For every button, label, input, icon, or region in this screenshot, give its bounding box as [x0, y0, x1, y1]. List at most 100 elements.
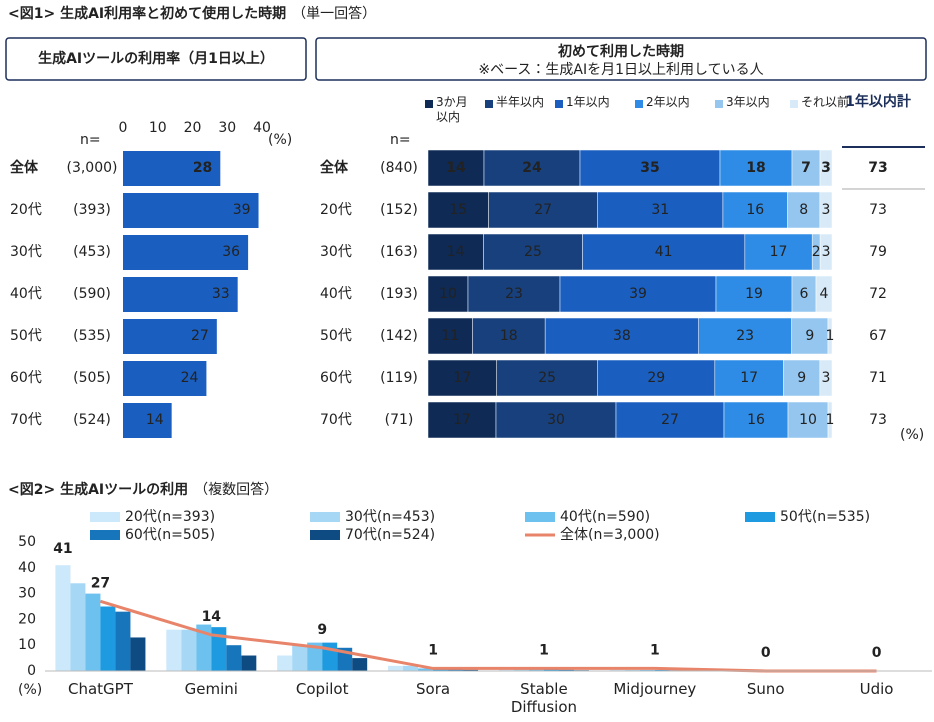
- category-label: 20代: [320, 202, 352, 218]
- legend-swatch: [485, 100, 493, 108]
- bar-value-label: 14: [146, 412, 164, 428]
- segment-label: 14: [446, 160, 466, 176]
- x-tick-label: 30: [218, 120, 236, 136]
- legend-label: それ以前: [801, 95, 850, 109]
- bar: [123, 403, 172, 438]
- bar-segment: [427, 233, 484, 271]
- bar-segment: [723, 401, 789, 439]
- bar-segment: [819, 191, 833, 229]
- n-label: (152): [380, 202, 418, 218]
- n-label: (163): [380, 244, 418, 260]
- category-label: 70代: [320, 412, 352, 428]
- total-value: 73: [869, 412, 887, 428]
- x-tick-label: 0: [119, 120, 128, 136]
- segment-label: 18: [500, 328, 518, 344]
- bar: [403, 665, 419, 671]
- category-label: 全体: [320, 159, 349, 176]
- segment-label: 24: [522, 160, 542, 176]
- category-label: 70代: [10, 412, 42, 428]
- n-label: (393): [73, 202, 111, 218]
- total-header-box: 1年以内計: [845, 94, 911, 110]
- bar: [115, 611, 131, 671]
- x-tick-label: Copilot: [295, 680, 349, 698]
- bar-segment: [791, 149, 821, 187]
- x-tick-label: Suno: [746, 680, 785, 698]
- segment-label: 41: [655, 244, 673, 260]
- segment-label: 9: [797, 370, 806, 386]
- segment-label: 27: [661, 412, 679, 428]
- segment-label: 17: [740, 370, 758, 386]
- figure-title: <図1> 生成AI利用率と初めて使用した時期: [8, 5, 286, 22]
- bar-value-label: 39: [233, 202, 251, 218]
- bar-segment: [495, 401, 617, 439]
- segment-label: 6: [800, 286, 809, 302]
- segment-label: 30: [547, 412, 565, 428]
- bar-segment: [722, 191, 788, 229]
- segment-label: 11: [441, 328, 459, 344]
- line-value-label: 1: [428, 642, 438, 658]
- x-tick-label: 20: [184, 120, 202, 136]
- n-label: (71): [385, 412, 414, 428]
- bar: [388, 665, 404, 671]
- bar-segment: [819, 149, 833, 187]
- n-label: (524): [73, 412, 111, 428]
- total-value: 67: [869, 328, 887, 344]
- bar: [241, 655, 257, 671]
- x-tick-label-box: Suno: [746, 680, 785, 698]
- bar-segment: [544, 317, 699, 355]
- legend-swatch: [425, 100, 433, 108]
- legend-label: 30代(n=453): [345, 509, 435, 525]
- bar: [85, 593, 101, 671]
- bar: [123, 319, 217, 354]
- legend-label-box: 半年以内: [496, 95, 544, 109]
- total-header: 1年以内計: [845, 94, 911, 110]
- segment-label: 25: [524, 244, 542, 260]
- segment-label: 4: [820, 286, 829, 302]
- legend-label: 60代(n=505): [125, 527, 215, 543]
- bar: [123, 361, 207, 396]
- y-tick-label: 40: [18, 560, 36, 576]
- bar: [166, 629, 182, 671]
- n-label: (142): [380, 328, 418, 344]
- category-label: 60代: [10, 370, 42, 386]
- bar-value-label: 41: [53, 541, 72, 557]
- legend-swatch: [635, 100, 643, 108]
- bar: [418, 668, 434, 671]
- bar-segment: [827, 401, 833, 439]
- bar-segment: [472, 317, 546, 355]
- bar: [123, 277, 238, 312]
- segment-label: 3: [821, 202, 830, 218]
- category-label: 50代: [320, 328, 352, 344]
- legend-swatch: [745, 512, 775, 522]
- segment-label: 29: [647, 370, 665, 386]
- segment-label: 25: [538, 370, 556, 386]
- bar: [292, 645, 308, 671]
- bar: [639, 669, 655, 671]
- bar-segment: [783, 359, 821, 397]
- unit-label: (%): [900, 427, 924, 443]
- x-tick-label-box: Stable Diffusion: [511, 680, 577, 716]
- category-label: 50代: [10, 328, 42, 344]
- n-label: (3,000): [66, 160, 117, 176]
- panel-title: 初めて利用した時期: [557, 43, 684, 60]
- bar: [123, 151, 221, 186]
- legend-label-box: それ以前: [801, 95, 850, 109]
- legend-label-box: 2年以内: [646, 95, 690, 109]
- segment-label: 7: [801, 160, 811, 176]
- bar-segment: [559, 275, 717, 313]
- bar-segment: [744, 233, 813, 271]
- legend-label-box: 1年以内: [566, 95, 610, 109]
- bar: [277, 655, 293, 671]
- figure-note: （複数回答）: [194, 481, 278, 498]
- bar-segment: [819, 359, 833, 397]
- n-label: (590): [73, 286, 111, 302]
- bar-value-label: 24: [181, 370, 199, 386]
- segment-label: 15: [449, 202, 467, 218]
- x-tick-label-box: Udio: [860, 680, 894, 698]
- header-box: [315, 37, 927, 81]
- bar: [211, 627, 227, 671]
- segment-label: 8: [799, 202, 808, 218]
- bar: [123, 235, 249, 270]
- segment-label: 3: [821, 370, 830, 386]
